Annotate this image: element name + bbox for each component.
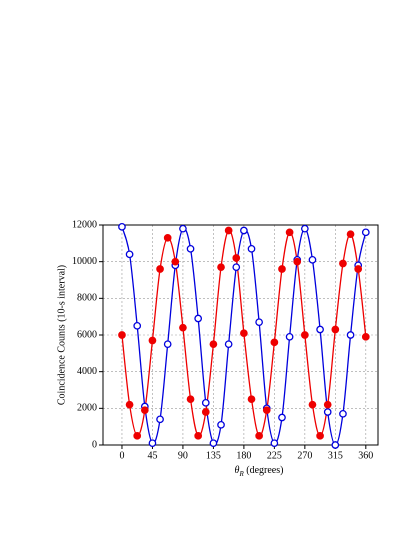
data-point [331, 441, 340, 449]
data-point [133, 321, 142, 330]
data-point [125, 250, 134, 259]
x-tick-label: 45 [147, 450, 157, 461]
data-point [118, 331, 126, 339]
data-point [125, 400, 134, 409]
data-point [255, 431, 263, 440]
y-tick-label: 4000 [77, 366, 97, 377]
data-point [133, 431, 142, 440]
data-point [194, 314, 203, 323]
x-axis-label: θR (degrees) [235, 465, 284, 477]
data-point [323, 408, 332, 416]
x-tick-label: 180 [236, 450, 251, 461]
x-tick-label: 225 [267, 450, 282, 461]
data-point [148, 336, 157, 345]
data-point [278, 413, 286, 422]
data-point [278, 265, 286, 273]
data-point [308, 255, 317, 264]
data-point [270, 338, 279, 347]
x-tick-label: 135 [206, 450, 221, 461]
data-point [331, 325, 340, 334]
data-point [140, 406, 149, 415]
data-point [224, 340, 233, 349]
data-point [285, 332, 294, 341]
data-point [255, 318, 263, 327]
data-point [179, 323, 187, 332]
y-tick-label: 0 [92, 439, 97, 450]
data-point [194, 431, 203, 440]
y-tick-label: 6000 [77, 329, 97, 340]
x-label-subscript: R [238, 470, 244, 478]
data-point [240, 329, 248, 338]
data-point [217, 420, 225, 429]
data-point [247, 395, 256, 404]
data-point [118, 222, 126, 231]
data-point [323, 400, 332, 409]
data-point [156, 265, 164, 273]
data-point [300, 224, 309, 233]
data-point [361, 228, 370, 237]
data-point [346, 331, 355, 339]
data-point [148, 439, 157, 448]
y-tick-label: 2000 [77, 403, 97, 414]
data-point [270, 439, 279, 448]
x-label-symbol: θ [235, 465, 240, 476]
data-point [201, 408, 210, 416]
x-label-text: (degrees) [244, 465, 284, 476]
data-point [232, 254, 241, 262]
data-point [339, 259, 347, 268]
data-point [346, 230, 355, 239]
data-point [163, 340, 172, 349]
y-tick-label: 10000 [72, 256, 97, 267]
data-point [232, 263, 241, 272]
data-point [209, 439, 218, 448]
x-tick-label: 90 [178, 450, 188, 461]
data-point [201, 398, 210, 407]
data-point [308, 400, 317, 409]
data-point [354, 265, 363, 273]
data-point [186, 395, 195, 404]
y-axis-label: Coincidence Counts (10-s interval) [56, 265, 67, 405]
data-point [247, 244, 256, 253]
data-point [262, 406, 271, 415]
data-point [179, 224, 187, 233]
data-point [171, 257, 180, 266]
data-point [209, 340, 218, 349]
data-point [285, 228, 294, 237]
data-point [224, 226, 233, 235]
data-point [186, 244, 195, 253]
plot-frame [102, 224, 379, 446]
x-tick-label: 360 [358, 450, 373, 461]
data-point [156, 415, 164, 424]
data-point [339, 409, 347, 418]
data-point [293, 257, 302, 266]
x-tick-label: 0 [119, 450, 124, 461]
y-tick-label: 8000 [77, 293, 97, 304]
x-tick-label: 270 [297, 450, 312, 461]
data-point [300, 331, 309, 339]
x-tick-label: 315 [328, 450, 343, 461]
y-tick-label: 12000 [72, 219, 97, 230]
data-point [217, 263, 225, 272]
data-point [361, 332, 370, 341]
data-point [240, 226, 248, 235]
data-point [316, 325, 324, 334]
data-point [163, 233, 172, 242]
data-point [316, 431, 324, 440]
